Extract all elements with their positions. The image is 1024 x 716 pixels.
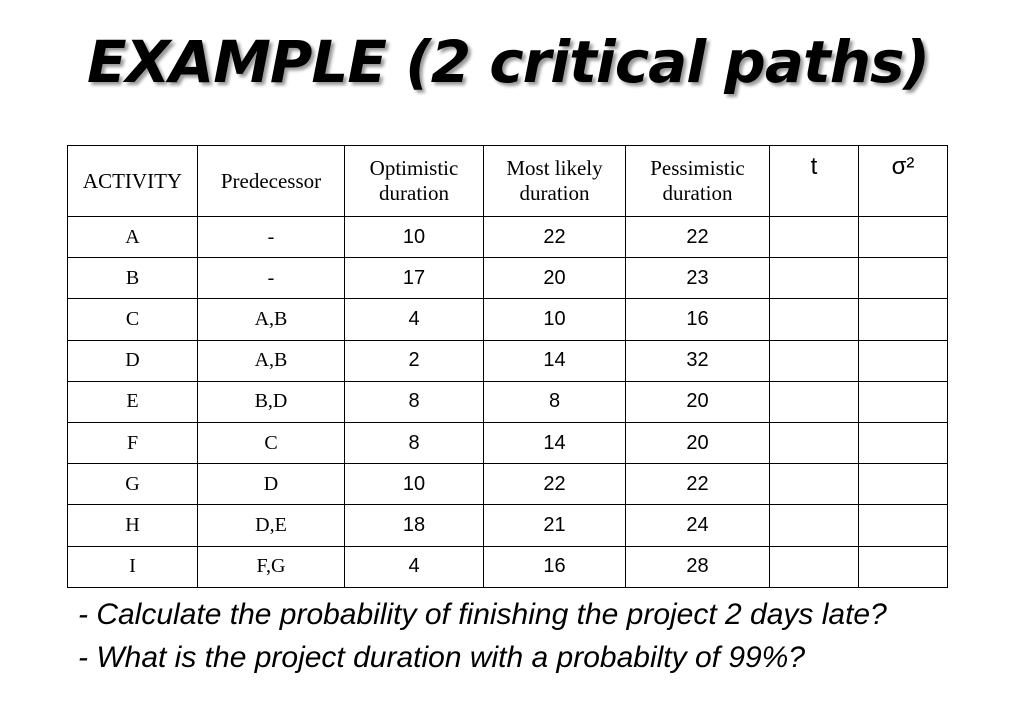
cell-variance xyxy=(858,545,948,588)
header-pessimistic: Pessimistic duration xyxy=(625,145,770,217)
table-row: E B,D 8 8 20 xyxy=(67,380,948,423)
cell-most-likely: 20 xyxy=(483,257,626,300)
cell-t xyxy=(769,298,859,341)
cell-optimistic: 18 xyxy=(344,504,484,547)
cell-pessimistic: 16 xyxy=(625,298,770,341)
header-variance: σ² xyxy=(858,145,948,217)
cell-activity: H xyxy=(67,504,198,547)
cell-pessimistic: 32 xyxy=(625,339,770,382)
cell-predecessor: - xyxy=(197,257,345,300)
cell-most-likely: 14 xyxy=(483,339,626,382)
cell-predecessor: F,G xyxy=(197,545,345,588)
slide-title: EXAMPLE (2 critical paths) xyxy=(86,28,930,96)
cell-optimistic: 8 xyxy=(344,421,484,465)
question-1: - Calculate the probability of finishing… xyxy=(78,598,887,631)
cell-most-likely: 14 xyxy=(483,421,626,465)
cell-most-likely: 8 xyxy=(483,380,626,423)
header-activity: ACTIVITY xyxy=(67,145,198,217)
cell-t xyxy=(769,545,859,588)
header-most-likely: Most likely duration xyxy=(483,145,626,217)
cell-predecessor: - xyxy=(197,215,345,259)
cell-most-likely: 22 xyxy=(483,463,626,506)
table-header-row: ACTIVITY Predecessor Optimistic duration… xyxy=(67,145,948,217)
cell-t xyxy=(769,421,859,465)
table-row: G D 10 22 22 xyxy=(67,463,948,506)
cell-predecessor: A,B xyxy=(197,298,345,341)
cell-predecessor: A,B xyxy=(197,339,345,382)
cell-variance xyxy=(858,504,948,547)
cell-variance xyxy=(858,463,948,506)
cell-t xyxy=(769,215,859,259)
cell-t xyxy=(769,257,859,300)
question-2: - What is the project duration with a pr… xyxy=(78,641,806,674)
table-row: C A,B 4 10 16 xyxy=(67,298,948,341)
cell-pessimistic: 28 xyxy=(625,545,770,588)
cell-optimistic: 10 xyxy=(344,215,484,259)
cell-optimistic: 4 xyxy=(344,545,484,588)
cell-activity: G xyxy=(67,463,198,506)
table-row: I F,G 4 16 28 xyxy=(67,545,948,588)
cell-activity: E xyxy=(67,380,198,423)
cell-pessimistic: 22 xyxy=(625,463,770,506)
cell-activity: B xyxy=(67,257,198,300)
cell-t xyxy=(769,463,859,506)
cell-activity: F xyxy=(67,421,198,465)
header-optimistic: Optimistic duration xyxy=(344,145,484,217)
cell-pessimistic: 20 xyxy=(625,421,770,465)
cell-variance xyxy=(858,257,948,300)
table-row: B -17 20 23 xyxy=(67,257,948,300)
cell-t xyxy=(769,380,859,423)
cell-variance xyxy=(858,380,948,423)
cell-predecessor: C xyxy=(197,421,345,465)
cell-variance xyxy=(858,339,948,382)
cell-most-likely: 21 xyxy=(483,504,626,547)
cell-activity: I xyxy=(67,545,198,588)
cell-predecessor: B,D xyxy=(197,380,345,423)
header-t: t xyxy=(769,145,859,217)
cell-optimistic: 4 xyxy=(344,298,484,341)
activity-table: ACTIVITY Predecessor Optimistic duration… xyxy=(67,145,948,588)
cell-optimistic: 2 xyxy=(344,339,484,382)
cell-pessimistic: 24 xyxy=(625,504,770,547)
cell-activity: D xyxy=(67,339,198,382)
cell-pessimistic: 20 xyxy=(625,380,770,423)
cell-optimistic: 10 xyxy=(344,463,484,506)
cell-predecessor: D,E xyxy=(197,504,345,547)
cell-pessimistic: 22 xyxy=(625,215,770,259)
cell-variance xyxy=(858,298,948,341)
cell-activity: A xyxy=(67,215,198,259)
cell-pessimistic: 23 xyxy=(625,257,770,300)
cell-t xyxy=(769,504,859,547)
header-predecessor: Predecessor xyxy=(197,145,345,217)
cell-activity: C xyxy=(67,298,198,341)
cell-variance xyxy=(858,421,948,465)
cell-t xyxy=(769,339,859,382)
table-row: D A,B 2 14 32 xyxy=(67,339,948,382)
table-row: H D,E 18 21 24 xyxy=(67,504,948,547)
cell-variance xyxy=(858,215,948,259)
cell-optimistic: 17 xyxy=(344,257,484,300)
cell-optimistic: 8 xyxy=(344,380,484,423)
cell-most-likely: 22 xyxy=(483,215,626,259)
table-row: A -10 22 22 xyxy=(67,215,948,259)
cell-predecessor: D xyxy=(197,463,345,506)
table-row: F C 8 14 20 xyxy=(67,421,948,465)
cell-most-likely: 10 xyxy=(483,298,626,341)
cell-most-likely: 16 xyxy=(483,545,626,588)
